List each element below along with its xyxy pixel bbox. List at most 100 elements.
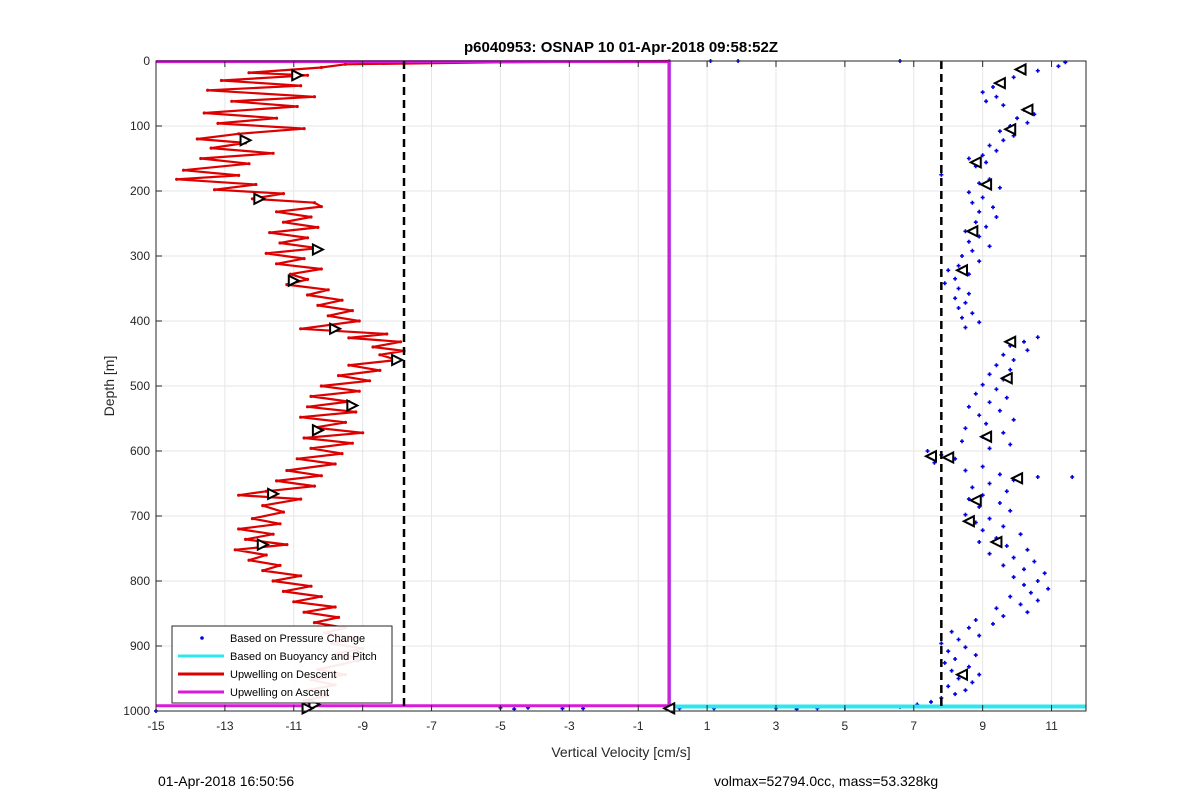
descent-triangle-marker	[267, 487, 281, 501]
descent-point	[271, 579, 275, 583]
pressure-velocity-point	[1004, 543, 1009, 548]
descent-point	[340, 452, 344, 456]
descent-point	[299, 327, 303, 331]
chart-title: p6040953: OSNAP 10 01-Apr-2018 09:58:52Z	[464, 39, 778, 56]
descent-point	[316, 303, 320, 307]
pressure-velocity-point	[977, 672, 982, 677]
descent-point	[319, 595, 323, 599]
descent-point	[305, 236, 310, 240]
descent-point	[361, 431, 365, 435]
descent-triangle-marker	[311, 242, 326, 257]
pressure-velocity-point	[980, 528, 985, 533]
pressure-velocity-point	[980, 195, 985, 200]
descent-point	[285, 283, 289, 287]
pressure-velocity-point	[997, 501, 1002, 505]
pressure-velocity-point	[970, 248, 975, 253]
descent-point	[233, 548, 237, 552]
descent-point	[271, 532, 275, 536]
descent-point	[206, 88, 210, 92]
descent-point	[302, 257, 306, 261]
descent-point	[261, 504, 265, 508]
pressure-velocity-point	[994, 148, 999, 153]
y-tick-label: 600	[130, 444, 150, 458]
y-tick-label: 900	[130, 639, 150, 653]
footer-volume-mass: volmax=52794.0cc, mass=53.328kg	[714, 773, 939, 789]
descent-point	[230, 99, 234, 103]
descent-point	[264, 251, 268, 255]
pressure-velocity-point	[1001, 614, 1006, 619]
pressure-velocity-point	[973, 618, 978, 622]
pressure-velocity-point	[987, 372, 992, 377]
descent-point	[309, 446, 313, 450]
descent-triangle-marker	[346, 398, 360, 413]
ascent-triangle-marker	[978, 430, 993, 444]
pressure-velocity-point	[1035, 598, 1040, 603]
descent-point	[302, 436, 306, 440]
descent-point	[350, 441, 354, 445]
y-tick-label: 300	[130, 249, 150, 263]
ascent-triangle-marker	[961, 514, 975, 528]
descent-point	[398, 340, 403, 344]
pressure-velocity-point	[987, 400, 992, 405]
descent-triangle-marker	[311, 423, 326, 437]
ascent-triangle-marker	[1020, 103, 1034, 117]
pressure-velocity-point	[1025, 610, 1030, 615]
pressure-velocity-point	[956, 286, 961, 291]
pressure-velocity-point	[1025, 547, 1030, 552]
pressure-velocity-point	[1032, 559, 1037, 564]
descent-point	[305, 73, 310, 77]
pressure-velocity-point	[963, 300, 968, 305]
pressure-velocity-point	[997, 472, 1002, 477]
descent-point	[347, 336, 351, 340]
legend-label: Based on Buoyancy and Pitch	[230, 651, 377, 663]
descent-point	[312, 95, 317, 99]
pressure-velocity-point	[963, 645, 968, 650]
x-tick-label: -1	[633, 719, 644, 733]
pressure-velocity-point	[1018, 532, 1023, 537]
descent-point	[299, 497, 303, 501]
descent-point	[250, 197, 255, 201]
pressure-velocity-point	[1011, 417, 1016, 422]
x-tick-label: 7	[910, 719, 917, 733]
ascent-triangle-marker	[923, 449, 937, 463]
descent-point	[268, 231, 272, 235]
y-tick-label: 800	[130, 574, 150, 588]
descent-triangle-marker	[391, 353, 405, 367]
pressure-velocity-point	[960, 254, 964, 258]
pressure-velocity-point	[966, 239, 971, 244]
x-tick-label: -3	[564, 719, 575, 733]
descent-point	[309, 584, 313, 588]
pressure-velocity-point	[977, 209, 982, 214]
descent-point	[285, 468, 289, 473]
descent-point	[309, 215, 313, 219]
pressure-velocity-point	[987, 446, 992, 451]
pressure-velocity-point	[1011, 75, 1016, 80]
pressure-velocity-point	[991, 85, 995, 89]
pressure-velocity-point	[956, 637, 961, 642]
x-tick-label: 11	[1045, 719, 1058, 733]
y-tick-label: 100	[130, 119, 150, 133]
y-tick-label: 700	[130, 509, 150, 523]
descent-point	[247, 558, 251, 562]
pressure-velocity-point	[994, 606, 999, 611]
descent-triangle-marker	[287, 274, 302, 288]
pressure-velocity-point	[966, 190, 971, 195]
descent-point	[281, 192, 286, 196]
pressure-velocity-point	[997, 408, 1002, 413]
descent-point	[319, 474, 323, 478]
pressure-velocity-point	[987, 143, 992, 148]
pressure-velocity-point	[1011, 575, 1016, 580]
descent-point	[319, 384, 323, 388]
descent-point	[278, 522, 282, 526]
pressure-velocity-point	[973, 391, 978, 396]
pressure-velocity-point	[987, 551, 992, 556]
descent-point	[274, 210, 279, 214]
pressure-velocity-point	[1004, 489, 1009, 494]
pressure-velocity-point	[963, 512, 968, 517]
y-tick-label: 500	[130, 379, 150, 393]
descent-point	[305, 277, 310, 281]
descent-point	[216, 121, 220, 125]
pressure-velocity-point	[1035, 579, 1040, 583]
pressure-velocity-point	[1001, 138, 1006, 143]
y-tick-label: 200	[130, 184, 150, 198]
